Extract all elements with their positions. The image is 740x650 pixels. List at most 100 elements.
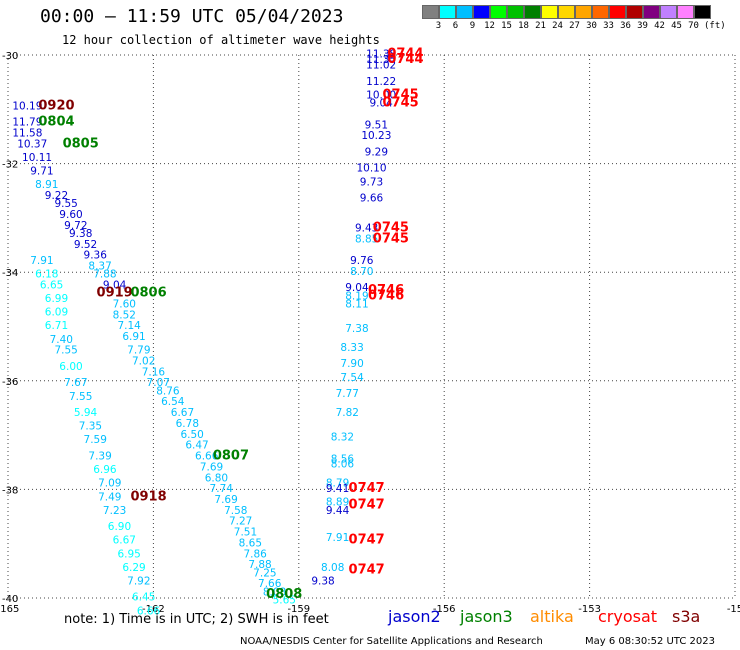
wave-height-value: 7.16 — [142, 366, 166, 378]
wave-height-value: 7.92 — [127, 575, 150, 587]
colorbar-swatch — [558, 5, 575, 19]
wave-height-value: 8.65 — [239, 537, 262, 549]
legend-entry-s3a: s3a — [672, 607, 701, 626]
wave-height-value: 9.72 — [64, 220, 87, 232]
colorbar-swatch — [490, 5, 507, 19]
colorbar-swatch — [524, 5, 541, 19]
chart-title: 00:00 – 11:59 UTC 05/04/2023 — [40, 6, 344, 27]
wave-height-value: 9.36 — [84, 250, 108, 262]
wave-height-value: 7.40 — [50, 334, 73, 346]
colorbar-label: 45 — [671, 21, 682, 31]
colorbar-label: 27 — [569, 21, 580, 31]
colorbar-swatch — [592, 5, 609, 19]
wave-height-value: 8.52 — [113, 309, 136, 321]
colorbar-swatch — [439, 5, 456, 19]
wave-height-value: 8.08 — [263, 586, 286, 598]
wave-height-value: 7.39 — [88, 451, 111, 463]
wave-height-value: 8.32 — [331, 432, 354, 444]
wave-height-value: 9.04 — [103, 279, 127, 291]
colorbar-label: 15 — [501, 21, 512, 31]
colorbar-label: 3 — [435, 21, 442, 31]
wave-height-value: 10.10 — [356, 163, 386, 175]
x-tick-label: -159 — [287, 604, 310, 615]
colorbar-swatch — [473, 5, 490, 19]
colorbar-label: 21 — [535, 21, 546, 31]
x-tick-label: -156 — [433, 604, 456, 615]
wave-height-value: 6.47 — [185, 440, 208, 452]
wave-height-value: 11.79 — [12, 117, 42, 129]
wave-height-value: 9.43 — [355, 222, 378, 234]
wave-height-value: 8.85 — [355, 233, 378, 245]
colorbar-swatch — [677, 5, 694, 19]
pass-time-label: 0745 — [382, 96, 418, 111]
wave-height-value: 9.22 — [45, 190, 68, 202]
colorbar-swatch — [660, 5, 677, 19]
note-text: note: 1) Time is in UTC; 2) SWH is in fe… — [64, 612, 329, 627]
footer-timestamp: May 6 08:30:52 UTC 2023 — [585, 636, 715, 647]
pass-time-label: 0744 — [387, 52, 423, 67]
colorbar-label: 39 — [637, 21, 648, 31]
pass-time-label: 0807 — [213, 449, 249, 464]
wave-height-value: 7.66 — [258, 578, 282, 590]
wave-height-value: 8.70 — [350, 266, 373, 278]
wave-height-value: 6.78 — [176, 418, 199, 430]
y-tick-label: -32 — [2, 160, 18, 171]
wave-height-value: 9.55 — [54, 198, 77, 210]
wave-height-value: 10.23 — [361, 130, 391, 142]
legend-entry-altika: altika — [530, 607, 574, 626]
pass-time-label: 0918 — [130, 489, 166, 504]
legend-entry-jason2: jason2 — [388, 607, 441, 626]
wave-height-value: 8.89 — [326, 497, 349, 509]
wave-height-value: 7.91 — [326, 532, 349, 544]
colorbar-swatch — [694, 5, 711, 19]
wave-height-value: 9.60 — [59, 209, 82, 221]
wave-height-value: 8.91 — [35, 179, 58, 191]
wave-height-value: 7.55 — [69, 391, 92, 403]
wave-height-value: 6.71 — [45, 320, 68, 332]
colorbar-swatch — [541, 5, 558, 19]
x-tick-label: -162 — [142, 604, 165, 615]
colorbar-swatch — [456, 5, 473, 19]
wave-height-value: 11.02 — [366, 60, 396, 72]
wave-height-value: 9.04 — [345, 282, 369, 294]
wave-height-value: 7.25 — [253, 567, 276, 579]
chart-subtitle: 12 hour collection of altimeter wave hei… — [62, 33, 380, 47]
wave-height-value: 9.38 — [69, 228, 92, 240]
pass-time-label: 0744 — [387, 47, 423, 62]
wave-height-value: 9.71 — [30, 165, 53, 177]
wave-height-value: 9.76 — [350, 255, 374, 267]
wave-height-value: 5.94 — [74, 407, 98, 419]
pass-time-label: 0745 — [382, 87, 418, 102]
wave-height-value: 11.22 — [366, 76, 396, 88]
wave-height-value: 6.54 — [161, 396, 185, 408]
pass-time-label: 0804 — [38, 115, 74, 130]
y-tick-label: -34 — [2, 268, 18, 279]
wave-height-value: 7.79 — [127, 345, 150, 357]
colorbar-swatch — [507, 5, 524, 19]
colorbar-label: 33 — [603, 21, 614, 31]
wave-height-value: 7.55 — [54, 345, 77, 357]
pass-time-label: 0747 — [349, 497, 385, 512]
wave-height-value: 6.50 — [180, 429, 203, 441]
wave-height-value: 6.45 — [132, 592, 155, 604]
wave-height-value: 8.19 — [345, 290, 368, 302]
wave-height-value: 7.69 — [200, 461, 223, 473]
wave-height-value: 7.67 — [64, 377, 87, 389]
wave-height-value: 6.09 — [45, 307, 68, 319]
wave-height-value: 8.33 — [340, 342, 363, 354]
wave-height-value: 8.37 — [88, 260, 111, 272]
wave-height-value: 7.02 — [132, 356, 155, 368]
x-tick-label: -153 — [578, 604, 601, 615]
legend-entry-jason3: jason3 — [460, 607, 513, 626]
colorbar-unit: (ft) — [704, 21, 726, 31]
wave-height-value: 10.11 — [22, 152, 52, 164]
x-tick-label: -15 — [727, 604, 740, 615]
wave-height-value: 8.08 — [321, 562, 344, 574]
wave-height-value: 9.29 — [365, 146, 388, 158]
pass-time-label: 0745 — [373, 231, 409, 246]
wave-height-value: 10.00 — [366, 89, 396, 101]
wave-height-value: 6.96 — [93, 464, 117, 476]
wave-height-value: 9.04 — [369, 98, 393, 110]
